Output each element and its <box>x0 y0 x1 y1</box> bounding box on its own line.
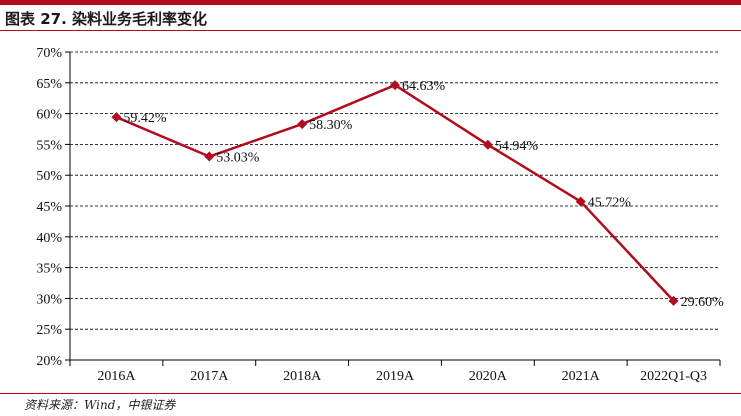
y-tick-label: 35% <box>36 262 62 277</box>
data-label: 58.30% <box>309 118 353 133</box>
data-label: 29.60% <box>681 295 725 310</box>
y-tick-label: 50% <box>36 169 62 184</box>
figure-title: 图表 27. 染料业务毛利率变化 <box>5 10 208 28</box>
data-point-marker <box>575 196 586 207</box>
y-tick-label: 70% <box>36 46 62 61</box>
y-tick-label: 20% <box>36 354 62 369</box>
y-tick-label: 45% <box>36 200 62 215</box>
data-point-marker <box>111 112 122 123</box>
data-labels: 59.42% 53.03% 58.30% 64.63% 54.94% 45.72% 29.6… <box>123 79 724 310</box>
data-point-marker <box>297 119 308 130</box>
y-tick-label: 55% <box>36 138 62 153</box>
data-point-marker <box>204 151 215 162</box>
data-label: 54.94% <box>495 139 539 154</box>
y-tick-label: 25% <box>36 323 62 338</box>
y-tick-label: 40% <box>36 231 62 246</box>
gridlines <box>70 51 720 330</box>
data-label: 64.63% <box>402 79 446 94</box>
y-tick-label: 65% <box>36 77 62 92</box>
series-line <box>115 83 675 302</box>
y-axis: 20% 25% 30% 35% 40% 45% 50% 55% 60% 65% 70% <box>36 46 71 369</box>
x-tick-label: 2022Q1-Q3 <box>640 369 707 384</box>
source-divider <box>0 393 741 394</box>
data-point-marker <box>482 139 493 150</box>
top-accent-bar <box>0 0 741 5</box>
x-tick-label: 2020A <box>469 369 508 384</box>
data-label: 59.42% <box>123 111 167 126</box>
data-points <box>111 80 679 306</box>
data-point-marker <box>390 80 400 91</box>
x-tick-label: 2021A <box>562 369 601 384</box>
y-tick-label: 60% <box>36 108 62 123</box>
x-tick-label: 2016A <box>97 369 136 384</box>
x-tick-label: 2017A <box>190 369 229 384</box>
title-divider <box>0 30 741 31</box>
data-label: 45.72% <box>588 196 632 211</box>
x-tick-label: 2019A <box>376 369 415 384</box>
x-tick-label: 2018A <box>283 369 322 384</box>
source-note: 资料来源：Wind，中银证券 <box>24 398 176 412</box>
data-point-marker <box>668 295 679 306</box>
x-axis: 2016A 2017A 2018A 2019A 2020A 2021A 2022Q1-Q3 <box>69 359 721 384</box>
data-label: 53.03% <box>216 151 259 166</box>
series-polyline <box>115 83 675 302</box>
y-tick-label: 30% <box>36 292 62 307</box>
